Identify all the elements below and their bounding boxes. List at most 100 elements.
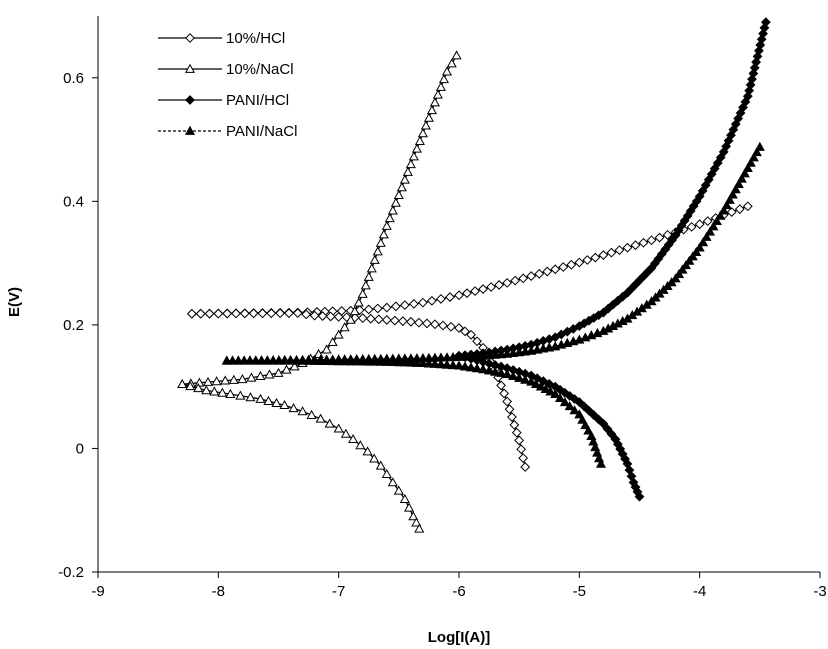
data-point: [430, 319, 440, 330]
series-pani-nacl: [221, 355, 607, 468]
data-point: [526, 376, 537, 386]
data-point: [446, 321, 456, 332]
data-point: [542, 266, 553, 277]
y-tick-label: 0.2: [63, 317, 84, 334]
data-point: [718, 205, 729, 215]
data-point: [670, 273, 681, 283]
data-point: [333, 423, 344, 433]
data-point: [348, 433, 359, 444]
data-point: [217, 387, 228, 397]
data-point: [751, 147, 762, 157]
data-point: [264, 369, 275, 379]
data-point: [446, 58, 457, 68]
data-point: [564, 401, 575, 411]
data-point: [404, 502, 415, 512]
data-point: [694, 219, 705, 230]
data-point: [345, 314, 356, 324]
data-point: [598, 250, 609, 260]
data-point: [390, 301, 401, 312]
data-point: [441, 359, 453, 369]
data-point: [453, 360, 465, 370]
data-point: [362, 446, 373, 456]
data-point: [465, 351, 477, 361]
data-point: [339, 322, 350, 332]
y-tick-label: 0: [76, 440, 84, 457]
data-point: [630, 240, 641, 251]
data-point: [202, 376, 214, 386]
series-pani-nacl: [221, 141, 765, 365]
data-point: [558, 262, 569, 272]
x-axis-title: Log[I(A)]: [428, 629, 490, 646]
data-point: [602, 423, 613, 434]
data-point: [372, 303, 383, 314]
data-point: [742, 91, 753, 102]
data-point: [583, 425, 594, 435]
data-point: [186, 308, 197, 319]
data-point: [673, 268, 685, 279]
legend-item-pani-nacl: PANI/NaCl: [158, 123, 297, 140]
data-point: [545, 386, 556, 396]
data-point: [387, 477, 398, 487]
data-point: [225, 388, 236, 398]
data-point: [231, 308, 241, 319]
data-point: [538, 376, 549, 387]
data-point: [292, 308, 303, 319]
data-point: [357, 356, 368, 366]
data-point: [373, 314, 384, 325]
data-point: [255, 393, 266, 403]
data-point: [459, 351, 471, 361]
data-point: [502, 396, 513, 407]
data-point: [460, 326, 470, 337]
data-point: [566, 259, 577, 270]
data-point: [317, 311, 328, 321]
data-point: [177, 378, 188, 389]
data-point: [378, 229, 389, 239]
legend-label: 10%/HCl: [226, 30, 285, 47]
data-point: [408, 511, 419, 521]
data-point: [526, 271, 537, 281]
data-point: [381, 468, 392, 478]
data-point: [273, 367, 284, 377]
data-point: [478, 364, 489, 374]
data-point: [622, 242, 633, 253]
data-point: [514, 372, 525, 382]
data-point: [496, 380, 507, 391]
data-point: [209, 386, 220, 396]
data-point: [222, 308, 233, 319]
data-point: [436, 294, 446, 304]
data-point: [422, 318, 432, 329]
data-point: [614, 245, 625, 256]
data-point: [752, 51, 763, 62]
data-point: [423, 358, 434, 368]
data-point: [555, 392, 566, 403]
data-point: [530, 378, 542, 389]
series-layer: [177, 17, 771, 533]
data-point: [414, 523, 425, 533]
data-point: [432, 89, 443, 99]
data-point: [540, 383, 551, 393]
data-point: [606, 247, 617, 258]
data-point: [366, 263, 377, 273]
x-tick-label: -6: [452, 583, 465, 600]
data-point: [340, 428, 351, 438]
series-line-pani-hcl: [458, 355, 641, 497]
data-point: [423, 112, 434, 122]
data-point: [472, 363, 483, 373]
data-point: [574, 257, 585, 268]
data-point: [494, 280, 505, 290]
data-point: [654, 232, 665, 243]
data-point: [397, 316, 408, 327]
series-pani-hcl: [454, 17, 771, 361]
data-point: [321, 344, 332, 354]
data-point: [486, 282, 496, 292]
y-tick-label: 0.4: [63, 193, 84, 210]
data-point: [381, 220, 392, 230]
data-point: [279, 399, 290, 410]
data-point: [408, 298, 419, 309]
data-point: [363, 356, 374, 366]
data-point: [466, 329, 476, 340]
data-point: [255, 370, 266, 381]
data-point: [711, 215, 722, 226]
data-point: [263, 395, 274, 405]
